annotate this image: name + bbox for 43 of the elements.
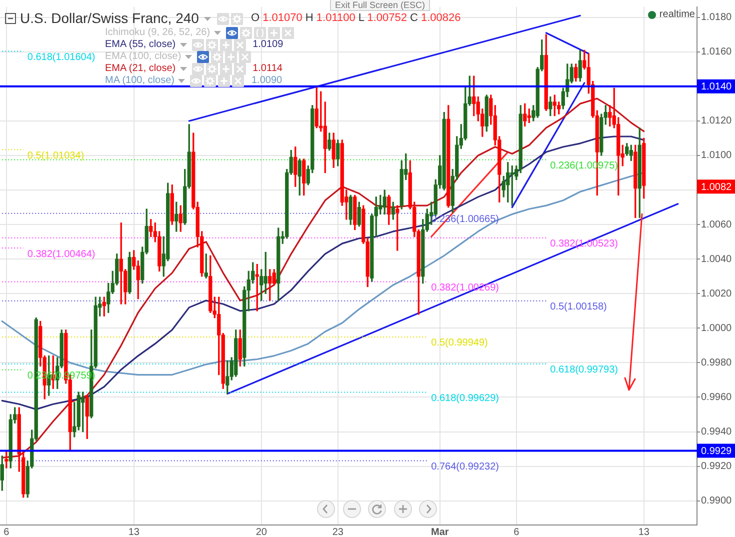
annotation: EMA (100, close) xyxy=(105,51,182,63)
y-tick-label: 1.0100 xyxy=(701,150,732,162)
y-tick-label: 1.0040 xyxy=(701,254,732,265)
series-label: 0.5(1.01034) xyxy=(27,150,84,162)
annotation: 1.0114 xyxy=(252,63,282,75)
series-label: 0.764(0.99232) xyxy=(431,462,499,473)
annotation: 1.0090 xyxy=(251,75,282,87)
text: EMA (55, close) xyxy=(105,39,176,51)
y-tick-label: 1.0160 xyxy=(701,46,732,58)
ref-line-label: 1.0140 xyxy=(701,82,732,93)
x-tick-label: 20 xyxy=(256,526,268,537)
y-tick-label: 0.9900 xyxy=(701,496,732,507)
annotation: 1.0082 xyxy=(701,182,732,193)
y-tick-label: 1.0020 xyxy=(701,288,732,300)
chart-subtitle: O 1.01070 H 1.01100 L 1.00752 C 1.00826 xyxy=(250,12,461,24)
y-tick-label: 0.9920 xyxy=(701,461,732,472)
text: EMA (21, close) xyxy=(105,63,176,75)
x-tick-label: 6 xyxy=(4,526,10,537)
text: MA (100, close) xyxy=(105,75,174,87)
series-label: 0.618(0.99629) xyxy=(431,392,499,404)
y-tick-label: 0.9960 xyxy=(701,392,732,403)
y-tick-label: 1.0000 xyxy=(701,322,732,334)
annotation: Exit Full Screen (ESC) xyxy=(330,0,430,11)
series-label: 0.5(0.99949) xyxy=(431,338,488,349)
y-tick-label: 0.9980 xyxy=(701,357,732,368)
series-label: 0.618(1.01604) xyxy=(27,52,96,63)
series-label: 0.5(1.00158) xyxy=(550,302,607,313)
x-tick-label: 23 xyxy=(332,526,344,537)
y-tick-label: 1.0180 xyxy=(701,12,732,24)
annotation: realtime xyxy=(659,9,695,21)
x-tick-label: 13 xyxy=(638,526,650,537)
y-tick-label: 1.0120 xyxy=(701,116,732,127)
series-label: 0.618(0.99793) xyxy=(550,364,618,376)
chart-title: U.S. Dollar/Swiss Franc, 240 xyxy=(20,10,199,26)
ref-line-label: 0.9929 xyxy=(701,446,732,458)
x-tick-label: Mar xyxy=(430,526,449,537)
x-tick-label: 6 xyxy=(514,526,520,537)
y-tick-label: 0.9940 xyxy=(701,426,732,438)
annotation: 1.0109 xyxy=(252,39,284,51)
y-tick-label: 1.0060 xyxy=(701,219,732,230)
series-label: 0.382(1.00464) xyxy=(27,248,96,260)
annotation: Ichimoku (9, 26, 52, 26) xyxy=(105,27,210,39)
x-tick-label: 13 xyxy=(128,526,140,537)
